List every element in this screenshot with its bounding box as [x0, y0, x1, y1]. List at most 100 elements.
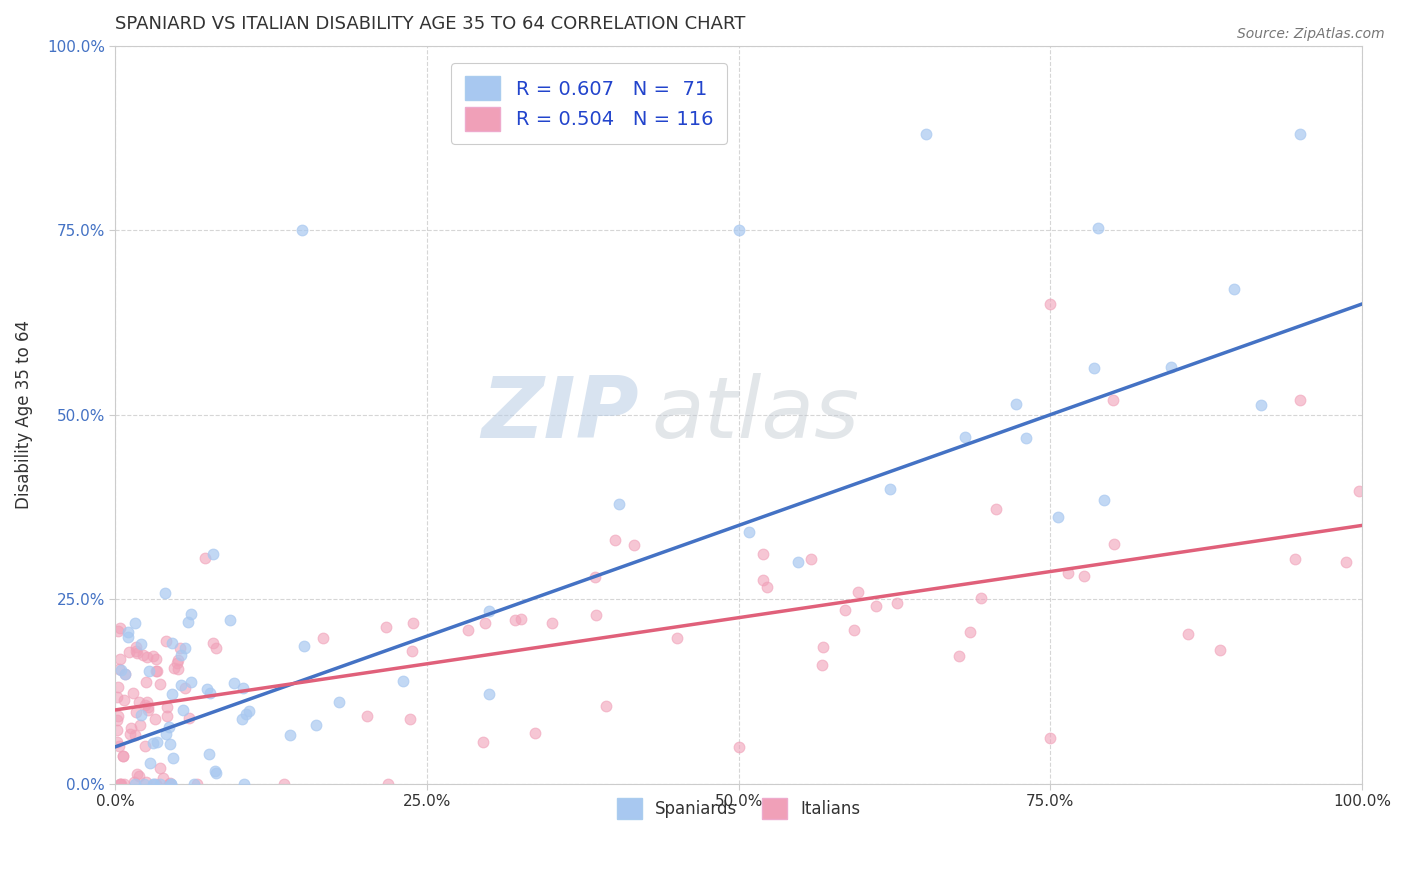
Point: [197, 682, 219, 697]
Point: [107, 709, 129, 723]
Point: [232, 777, 254, 791]
Point: [1288, 392, 1310, 407]
Point: [132, 777, 155, 791]
Point: [159, 777, 181, 791]
Point: [170, 678, 193, 692]
Point: [970, 591, 993, 605]
Point: [114, 667, 136, 681]
Point: [198, 685, 221, 699]
Point: [145, 664, 167, 678]
Point: [1057, 566, 1080, 580]
Point: [1083, 361, 1105, 376]
Point: [180, 607, 202, 621]
Point: [510, 612, 533, 626]
Point: [136, 703, 159, 717]
Point: [756, 580, 779, 594]
Point: [198, 747, 221, 762]
Point: [886, 596, 908, 610]
Point: [879, 482, 901, 496]
Point: [105, 713, 128, 727]
Point: [1039, 297, 1062, 311]
Point: [1087, 221, 1109, 235]
Point: [170, 648, 193, 662]
Point: [157, 720, 180, 734]
Point: [166, 657, 188, 671]
Point: [1101, 392, 1123, 407]
Point: [110, 777, 132, 791]
Point: [131, 648, 153, 662]
Point: [1092, 492, 1115, 507]
Point: [1015, 431, 1038, 445]
Point: [224, 676, 246, 690]
Point: [145, 777, 167, 791]
Point: [108, 777, 131, 791]
Text: atlas: atlas: [651, 373, 859, 456]
Point: [180, 675, 202, 690]
Point: [846, 585, 869, 599]
Point: [865, 599, 887, 614]
Point: [125, 646, 148, 660]
Point: [143, 777, 166, 791]
Point: [1160, 360, 1182, 375]
Point: [291, 223, 314, 237]
Point: [120, 721, 142, 735]
Point: [811, 640, 834, 654]
Point: [135, 774, 157, 789]
Point: [1004, 397, 1026, 411]
Point: [292, 639, 315, 653]
Point: [401, 643, 423, 657]
Point: [959, 624, 981, 639]
Point: [392, 673, 415, 688]
Point: [118, 645, 141, 659]
Point: [177, 615, 200, 630]
Point: [134, 739, 156, 753]
Point: [204, 641, 226, 656]
Point: [128, 718, 150, 732]
Point: [136, 700, 159, 714]
Point: [107, 680, 129, 694]
Point: [142, 736, 165, 750]
Point: [202, 636, 225, 650]
Point: [752, 547, 775, 561]
Point: [204, 764, 226, 778]
Point: [328, 695, 350, 709]
Point: [134, 698, 156, 713]
Point: [503, 613, 526, 627]
Point: [108, 652, 131, 666]
Point: [155, 633, 177, 648]
Point: [1347, 483, 1369, 498]
Point: [1250, 398, 1272, 412]
Point: [231, 712, 253, 726]
Point: [111, 748, 134, 763]
Point: [183, 777, 205, 791]
Point: [478, 603, 501, 617]
Point: [112, 693, 135, 707]
Point: [149, 761, 172, 775]
Point: [402, 615, 425, 630]
Point: [787, 555, 810, 569]
Point: [149, 677, 172, 691]
Point: [124, 644, 146, 658]
Point: [585, 608, 607, 623]
Point: [167, 662, 190, 676]
Point: [142, 777, 165, 791]
Point: [1102, 537, 1125, 551]
Point: [273, 777, 295, 791]
Point: [399, 713, 422, 727]
Point: [129, 708, 152, 723]
Point: [159, 777, 181, 791]
Point: [172, 703, 194, 717]
Point: [1177, 627, 1199, 641]
Point: [524, 725, 547, 739]
Point: [1047, 509, 1070, 524]
Point: [186, 777, 208, 791]
Point: [955, 430, 977, 444]
Point: [665, 631, 688, 645]
Point: [603, 533, 626, 548]
Point: [153, 586, 176, 600]
Point: [842, 623, 865, 637]
Point: [156, 699, 179, 714]
Point: [727, 739, 749, 754]
Point: [162, 750, 184, 764]
Point: [219, 613, 242, 627]
